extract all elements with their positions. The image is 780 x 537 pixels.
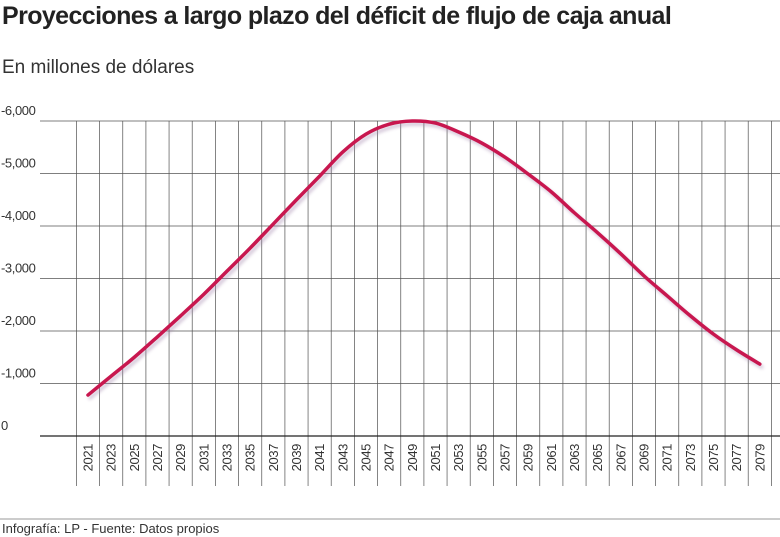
x-tick-label: 2041	[312, 444, 327, 471]
x-tick-label: 2075	[706, 444, 721, 471]
x-tick-label: 2021	[80, 444, 95, 471]
x-tick-label: 2077	[729, 444, 744, 471]
x-tick-label: 2071	[660, 444, 675, 471]
x-tick-label: 2059	[521, 444, 536, 471]
footer-source: Infografía: LP - Fuente: Datos propios	[2, 521, 220, 536]
x-tick-label: 2039	[289, 444, 304, 471]
x-tick-label: 2051	[428, 444, 443, 471]
x-tick-label: 2033	[219, 444, 234, 471]
x-tick-label: 2055	[474, 444, 489, 471]
x-tick-label: 2069	[636, 444, 651, 471]
x-tick-label: 2067	[613, 444, 628, 471]
x-tick-label: 2063	[567, 444, 582, 471]
chart-title: Proyecciones a largo plazo del déficit d…	[2, 2, 671, 30]
x-tick-label: 2043	[335, 444, 350, 471]
x-tick-label: 2037	[266, 444, 281, 471]
chart-subtitle: En millones de dólares	[2, 57, 194, 78]
y-tick-label: -5,000	[1, 156, 36, 171]
x-tick-label: 2053	[451, 444, 466, 471]
x-tick-label: 2065	[590, 444, 605, 471]
x-tick-label: 2079	[752, 444, 767, 471]
x-tick-label: 2023	[104, 444, 119, 471]
x-tick-label: 2049	[405, 444, 420, 471]
x-tick-label: 2061	[544, 444, 559, 471]
x-tick-label: 2029	[173, 444, 188, 471]
y-tick-label: -3,000	[1, 261, 36, 276]
y-tick-label: 0	[1, 418, 8, 433]
x-tick-label: 2073	[683, 444, 698, 471]
x-tick-label: 2035	[243, 444, 258, 471]
x-tick-label: 2027	[150, 444, 165, 471]
y-tick-label: -6,000	[1, 103, 36, 118]
x-tick-label: 2025	[127, 444, 142, 471]
x-tick-label: 2057	[497, 444, 512, 471]
y-tick-label: -4,000	[1, 208, 36, 223]
x-tick-label: 2045	[358, 444, 373, 471]
y-tick-label: -2,000	[1, 313, 36, 328]
data-line	[86, 119, 762, 397]
y-tick-label: -1,000	[1, 366, 36, 381]
x-tick-label: 2047	[382, 444, 397, 471]
x-tick-label: 2031	[196, 444, 211, 471]
